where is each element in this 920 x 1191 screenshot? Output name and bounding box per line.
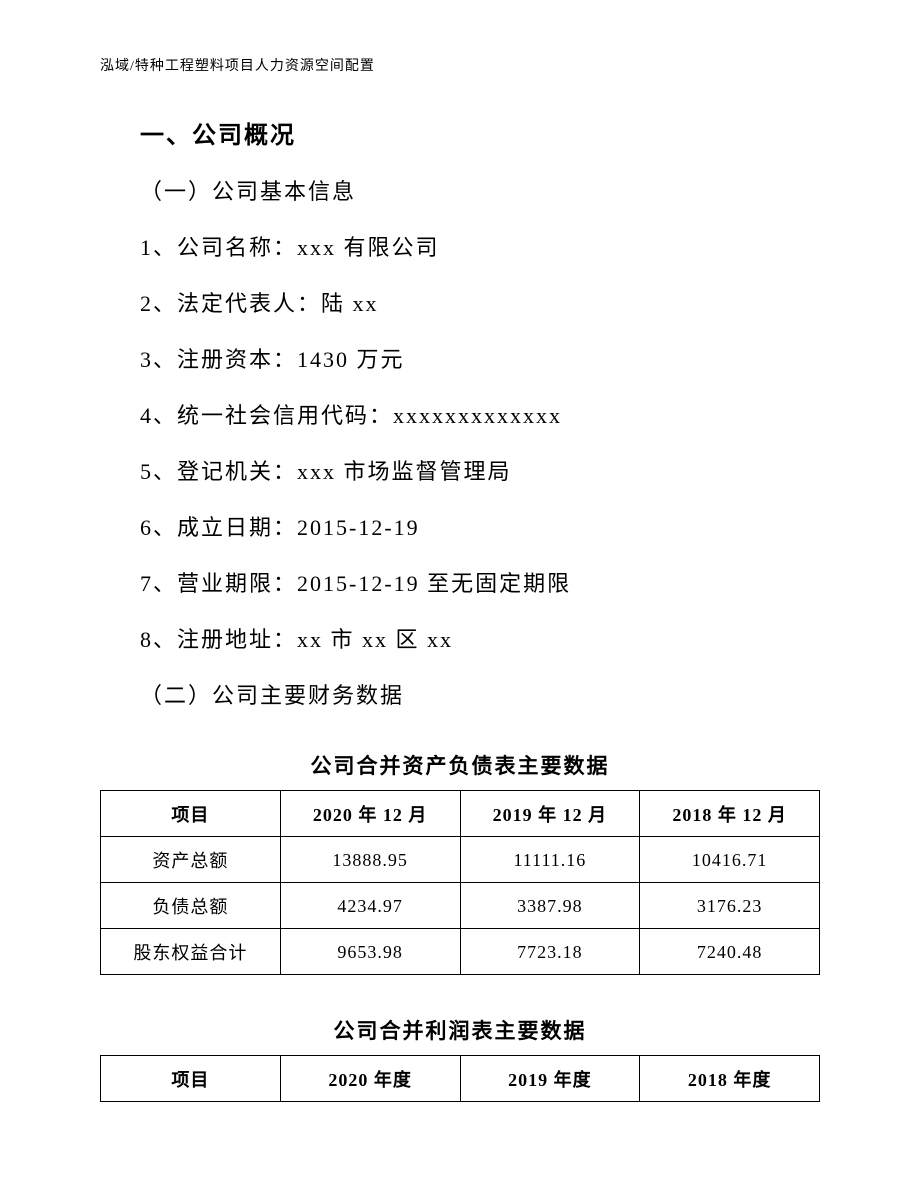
table-cell: 10416.71 [640, 837, 820, 883]
table-header-row: 项目 2020 年度 2019 年度 2018 年度 [101, 1056, 820, 1102]
table-cell: 11111.16 [460, 837, 640, 883]
table-cell: 13888.95 [280, 837, 460, 883]
table-cell: 资产总额 [101, 837, 281, 883]
registered-address-line: 8、注册地址：xx 市 xx 区 xx [140, 622, 820, 654]
section-title: 一、公司概况 [140, 115, 820, 150]
company-name-line: 1、公司名称：xxx 有限公司 [140, 230, 820, 262]
page-header: 泓域/特种工程塑料项目人力资源空间配置 [100, 55, 820, 75]
table-cell: 7240.48 [640, 929, 820, 975]
table-header-cell: 2018 年度 [640, 1056, 820, 1102]
table-header-row: 项目 2020 年 12 月 2019 年 12 月 2018 年 12 月 [101, 791, 820, 837]
establishment-date-line: 6、成立日期：2015-12-19 [140, 510, 820, 542]
table-header-cell: 2020 年度 [280, 1056, 460, 1102]
table-row: 负债总额 4234.97 3387.98 3176.23 [101, 883, 820, 929]
balance-sheet-table: 项目 2020 年 12 月 2019 年 12 月 2018 年 12 月 资… [100, 790, 820, 975]
table-cell: 股东权益合计 [101, 929, 281, 975]
table-1-title: 公司合并资产负债表主要数据 [100, 750, 820, 780]
table-2-title: 公司合并利润表主要数据 [100, 1015, 820, 1045]
table-header-cell: 2019 年度 [460, 1056, 640, 1102]
table-cell: 4234.97 [280, 883, 460, 929]
table-header-cell: 2019 年 12 月 [460, 791, 640, 837]
credit-code-line: 4、统一社会信用代码：xxxxxxxxxxxxx [140, 398, 820, 430]
table-header-cell: 2020 年 12 月 [280, 791, 460, 837]
business-term-line: 7、营业期限：2015-12-19 至无固定期限 [140, 566, 820, 598]
registered-capital-line: 3、注册资本：1430 万元 [140, 342, 820, 374]
table-cell: 负债总额 [101, 883, 281, 929]
subsection-2-title: （二）公司主要财务数据 [140, 678, 820, 710]
table-header-cell: 项目 [101, 791, 281, 837]
table-row: 股东权益合计 9653.98 7723.18 7240.48 [101, 929, 820, 975]
table-header-cell: 2018 年 12 月 [640, 791, 820, 837]
subsection-1-title: （一）公司基本信息 [140, 174, 820, 206]
table-cell: 3176.23 [640, 883, 820, 929]
legal-rep-line: 2、法定代表人：陆 xx [140, 286, 820, 318]
table-cell: 7723.18 [460, 929, 640, 975]
table-header-cell: 项目 [101, 1056, 281, 1102]
registration-authority-line: 5、登记机关：xxx 市场监督管理局 [140, 454, 820, 486]
table-cell: 9653.98 [280, 929, 460, 975]
table-row: 资产总额 13888.95 11111.16 10416.71 [101, 837, 820, 883]
income-statement-table: 项目 2020 年度 2019 年度 2018 年度 [100, 1055, 820, 1102]
table-cell: 3387.98 [460, 883, 640, 929]
